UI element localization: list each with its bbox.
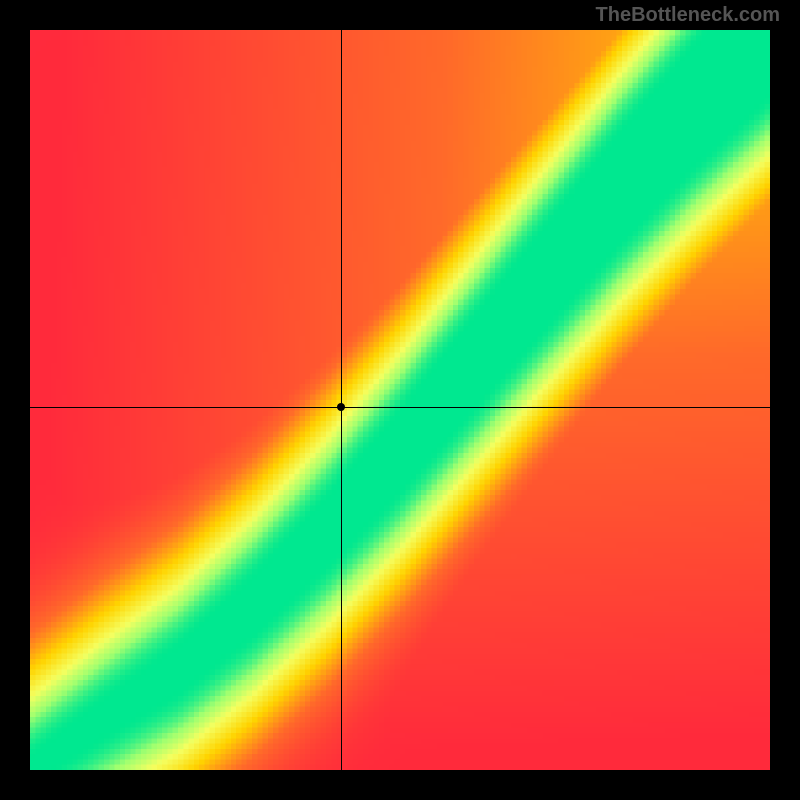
point-marker: [337, 403, 345, 411]
crosshair-vertical: [341, 30, 342, 770]
root: TheBottleneck.com: [0, 0, 800, 800]
heatmap-canvas: [30, 30, 770, 770]
crosshair-horizontal: [30, 407, 770, 408]
watermark-text: TheBottleneck.com: [596, 4, 780, 27]
plot-area: [30, 30, 770, 770]
